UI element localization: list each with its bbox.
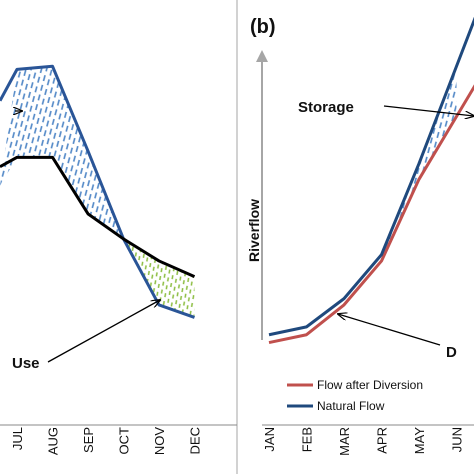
panel-b-series-0 (268, 84, 474, 345)
panel-b-diversion-label: D (446, 344, 457, 361)
panel-b-diversion-pointer (338, 314, 441, 346)
panel-a-tick-nov: NOV (152, 427, 167, 456)
panel-b-storage-pointer (383, 105, 474, 116)
panel-a-use-label: Use (12, 355, 40, 372)
panel-a-fill-storage (0, 66, 124, 239)
legend-label-flow-after-diversion: Flow after Diversion (317, 378, 423, 392)
panel-b-ylabel: Riverflow (246, 199, 262, 262)
panel-b-tick-may: MAY (412, 427, 427, 455)
panel-b-tick-mar: MAR (337, 427, 352, 456)
legend-label-natural-flow: Natural Flow (317, 399, 385, 413)
panel-b-title: (b) (250, 16, 276, 38)
panel-b-tick-jun: JUN (450, 427, 465, 452)
panel-b-y-axis-arrowhead (256, 50, 268, 62)
panel-b-tick-apr: APR (375, 427, 390, 454)
panel-b-legend: Flow after Diversion Natural Flow (287, 378, 423, 413)
panel-a-series-1 (0, 155, 196, 279)
panel-a-use-pointer (47, 300, 160, 363)
panel-b-tick-feb: FEB (300, 427, 315, 452)
panel-a-tick-sep: SEP (81, 427, 96, 453)
panel-a-fill-use (123, 238, 195, 318)
panel-a-tick-jul: JUL (10, 427, 25, 450)
panel-a-tick-oct: OCT (117, 427, 132, 455)
panel-b-tick-jan: JAN (262, 427, 277, 452)
panel-a-tick-aug: AUG (46, 427, 61, 455)
panel-a-tick-dec: DEC (188, 427, 203, 454)
panel-b-storage-label: Storage (298, 99, 354, 116)
panel-b-series-1 (268, 17, 474, 337)
